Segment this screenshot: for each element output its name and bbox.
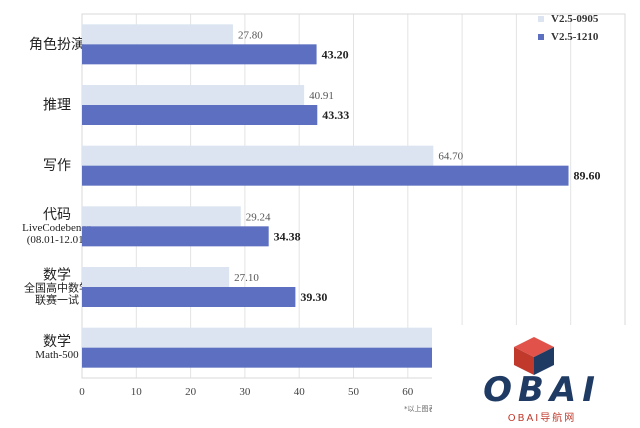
data-label: 64.70 <box>438 151 463 163</box>
x-tick-label: 20 <box>185 386 197 398</box>
watermark-logo: OBAI OBAI导航网 <box>432 325 640 424</box>
category-label: 代码 <box>43 207 71 223</box>
x-tick-label: 10 <box>131 386 143 398</box>
category-label: 数学 <box>43 268 71 284</box>
x-tick-label: 0 <box>79 386 85 398</box>
bar-V2.5-1210 <box>82 226 269 247</box>
bar-V2.5-1210 <box>82 44 317 65</box>
data-label: 27.10 <box>234 272 259 284</box>
category-label: 角色扮演 <box>29 36 85 53</box>
data-label: 39.30 <box>300 290 327 304</box>
bar-V2.5-0905 <box>82 24 233 45</box>
data-label: 40.91 <box>309 90 334 102</box>
category-label: 写作 <box>43 158 71 174</box>
bar-V2.5-0905 <box>82 327 484 348</box>
bar-V2.5-1210 <box>82 105 318 125</box>
plot-frame <box>81 13 626 379</box>
data-label: 43.33 <box>322 108 349 122</box>
category-label: (08.01-12.01) <box>27 234 88 246</box>
x-tick-label: 30 <box>239 386 251 398</box>
category-label: Math-500 <box>35 349 79 361</box>
bar-V2.5-0905 <box>82 145 434 166</box>
data-label: 29.24 <box>246 211 271 223</box>
x-tick-label: 60 <box>402 386 414 398</box>
legend-label: V2.5-0905 <box>551 13 599 25</box>
x-tick-label: 50 <box>348 386 360 398</box>
category-label: 全国高中数学 <box>24 281 90 295</box>
data-label: 89.60 <box>574 169 601 183</box>
data-label: 34.38 <box>274 229 301 243</box>
footnote: *以上图表 <box>404 404 436 413</box>
legend-swatch <box>538 34 544 40</box>
watermark-subtitle: OBAI导航网 <box>507 413 577 424</box>
bar-V2.5-0905 <box>82 267 230 287</box>
bar-V2.5-1210 <box>82 287 296 307</box>
watermark-title: OBAI <box>483 370 601 410</box>
category-label: 推理 <box>43 98 71 114</box>
bar-V2.5-1210 <box>82 165 569 186</box>
bar-V2.5-0905 <box>82 206 241 227</box>
x-tick-label: 40 <box>294 386 306 398</box>
category-label: 联赛一试 <box>35 293 79 307</box>
category-label: 数学 <box>43 334 71 350</box>
bar-V2.5-0905 <box>82 85 305 105</box>
data-label: 27.80 <box>238 29 263 41</box>
legend-label: V2.5-1210 <box>551 31 599 43</box>
data-label: 43.20 <box>322 47 349 61</box>
cube-icon <box>514 337 554 375</box>
legend-swatch <box>538 16 544 22</box>
category-label: LiveCodebench <box>22 222 92 234</box>
